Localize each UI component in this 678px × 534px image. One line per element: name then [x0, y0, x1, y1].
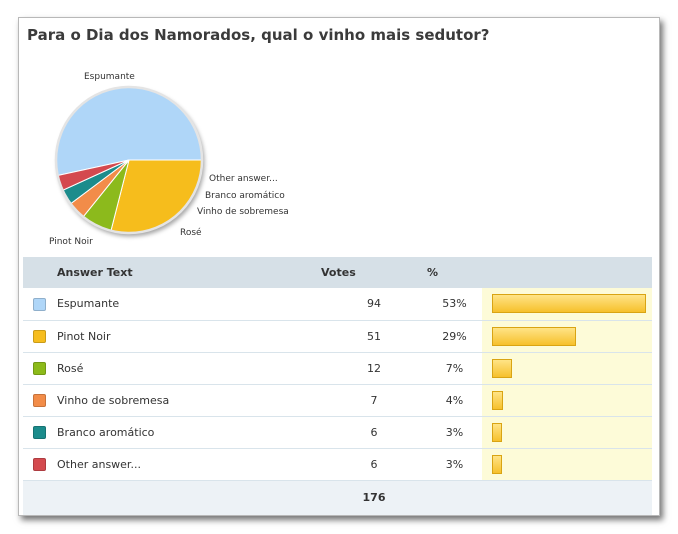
pie-label: Pinot Noir	[49, 237, 93, 247]
table-row: Pinot Noir 51 29%	[23, 320, 652, 352]
header-percent: %	[427, 266, 439, 279]
poll-title: Para o Dia dos Namorados, qual o vinho m…	[27, 26, 490, 44]
header-bar-cell	[482, 257, 652, 288]
vote-percent: 4%	[445, 393, 464, 407]
vote-bar	[492, 358, 512, 378]
results-table: Answer Text Votes % Espumante 94 53% Pinot …	[23, 257, 652, 515]
table-row: Vinho de sobremesa 7 4%	[23, 384, 652, 416]
table-row: Branco aromático 6 3%	[23, 416, 652, 448]
vote-count: 6	[370, 457, 378, 471]
vote-percent: 7%	[445, 361, 464, 375]
table-header-row: Answer Text Votes %	[23, 257, 652, 288]
poll-results-card: Para o Dia dos Namorados, qual o vinho m…	[18, 17, 660, 516]
pie-label: Vinho de sobremesa	[197, 207, 289, 217]
answer-text: Branco aromático	[57, 425, 155, 439]
table-row: Rosé 12 7%	[23, 352, 652, 384]
vote-bar	[492, 326, 576, 346]
answer-text: Vinho de sobremesa	[57, 393, 170, 407]
pie-rim	[54, 85, 204, 235]
vote-count: 51	[367, 329, 381, 343]
answer-text: Espumante	[57, 297, 120, 311]
vote-count: 12	[367, 361, 381, 375]
vote-bar	[492, 422, 502, 442]
vote-bar	[492, 294, 646, 314]
vote-percent: 29%	[442, 329, 467, 343]
vote-percent: 53%	[442, 297, 467, 311]
pie-label: Branco aromático	[205, 191, 285, 201]
header-votes: Votes	[321, 266, 356, 279]
table-total-row: 176	[23, 480, 652, 515]
color-swatch	[32, 361, 46, 375]
vote-percent: 3%	[445, 425, 464, 439]
color-swatch	[32, 297, 46, 311]
pie-chart: Espumante Pinot Noir Rosé Vinho de sobremes…	[49, 72, 289, 247]
vote-bar	[492, 390, 503, 410]
color-swatch	[32, 329, 46, 343]
pie-label: Espumante	[84, 72, 135, 82]
vote-count: 6	[370, 425, 378, 439]
total-votes: 176	[362, 491, 386, 505]
color-swatch	[32, 425, 46, 439]
answer-text: Pinot Noir	[57, 329, 111, 343]
pie-label: Other answer...	[209, 174, 278, 184]
table-row: Espumante 94 53%	[23, 288, 652, 320]
vote-bar	[492, 454, 502, 474]
header-answer-text: Answer Text	[57, 266, 133, 279]
color-swatch	[32, 393, 46, 407]
vote-count: 7	[370, 393, 378, 407]
color-swatch	[32, 457, 46, 471]
vote-percent: 3%	[445, 457, 464, 471]
vote-count: 94	[367, 297, 381, 311]
answer-text: Rosé	[57, 361, 84, 375]
answer-text: Other answer...	[57, 457, 141, 471]
table-row: Other answer... 6 3%	[23, 448, 652, 480]
header-swatch-cell	[23, 257, 55, 288]
pie-label: Rosé	[180, 227, 202, 238]
